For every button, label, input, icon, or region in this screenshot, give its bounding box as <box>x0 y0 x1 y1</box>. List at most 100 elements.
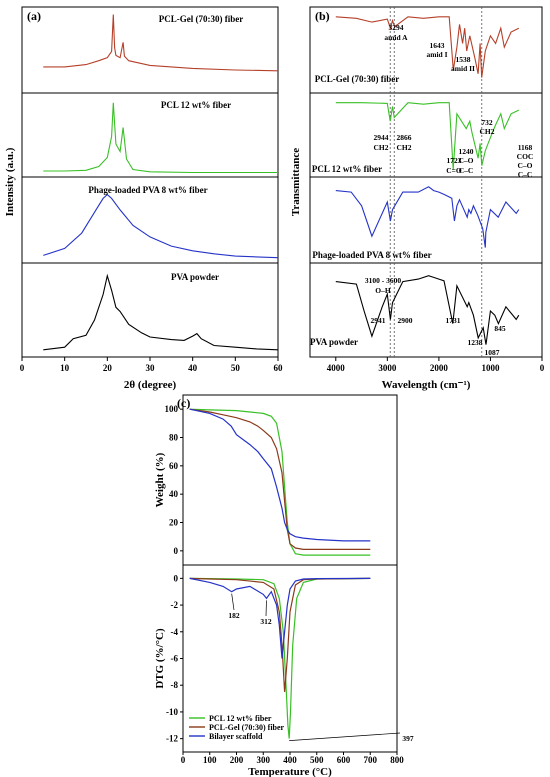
xrd-series-line <box>43 102 278 174</box>
xrd-series-line <box>43 273 279 351</box>
y-axis-title: DTG (%/°C) <box>154 628 166 689</box>
dtg-series-line <box>189 577 371 739</box>
ftir-annotation: COC <box>517 152 534 161</box>
x-tick-label: 500 <box>310 755 324 765</box>
ftir-annotation: 1087 <box>485 348 500 357</box>
ftir-series-line <box>335 275 520 345</box>
ftir-annotation: C–O <box>459 156 474 165</box>
x-axis-title: Temperature (°C) <box>248 766 332 777</box>
x-tick-label: 600 <box>337 755 351 765</box>
x-tick-label: 800 <box>390 755 404 765</box>
weight-series-line <box>189 408 371 556</box>
ftir-series-line <box>335 186 520 248</box>
panel-label: (b) <box>315 9 330 23</box>
x-tick-label: 1000 <box>481 363 500 373</box>
dtg-annotation: 397 <box>402 734 414 743</box>
ftir-annotation: 1238 <box>468 338 483 347</box>
x-tick-label: 30 <box>146 363 156 373</box>
dtg-series-line <box>189 577 371 659</box>
ftir-annotation: O–H <box>375 286 391 295</box>
ftir-series-label: PCL-Gel (70:30) fiber <box>315 74 399 84</box>
ftir-annotation: 3100 - 3600 <box>365 276 401 285</box>
ftir-annotation: 845 <box>494 324 506 333</box>
x-tick-label: 10 <box>60 363 70 373</box>
xrd-series-label: PVA powder <box>171 272 219 282</box>
x-tick-label: 700 <box>364 755 378 765</box>
x-tick-label: 50 <box>231 363 241 373</box>
x-tick-label: 40 <box>188 363 198 373</box>
ftir-annotation: 1731 <box>446 316 461 325</box>
panel-c-frame <box>182 394 398 753</box>
ftir-annotation: amid I <box>426 50 447 59</box>
ftir-annotation: 2944 <box>374 133 389 142</box>
ftir-annotation: 732 <box>481 118 493 127</box>
x-axis-title: Wavelength (cm⁻¹) <box>382 379 471 391</box>
ftir-series-label: PCL 12 wt% fiber <box>312 164 382 174</box>
ftir-series-label: PVA powder <box>310 337 358 347</box>
ftir-annotation: C–C <box>518 170 533 179</box>
legend-label: PCL-Gel (70:30) fiber <box>209 723 285 732</box>
y-axis-title: Intensity (a.u.) <box>4 147 16 216</box>
panel-c: 0 20 40 60 80 100 0 -2 -4 -6 -8 -10 -12 0 100 200 300 400… <box>154 394 414 777</box>
ftir-annotation: 2866 <box>397 133 412 142</box>
ftir-series-line <box>335 102 520 170</box>
xrd-series-line <box>43 14 279 72</box>
ftir-annotation: 1723 <box>447 156 462 165</box>
x-tick-label: 400 <box>283 755 297 765</box>
ftir-annotation: C=O <box>446 166 462 175</box>
panel-a: PCL-Gel (70:30) fiber PCL 12 wt% fiber Pha… <box>4 6 284 391</box>
ftir-annotation: 1538 <box>456 55 471 64</box>
y-tick-label: -4 <box>171 627 179 637</box>
xrd-series-label: Phage-loaded PVA 8 wt% fiber <box>88 185 207 195</box>
ftir-annotation: C–O <box>518 161 533 170</box>
panel-a-frame <box>21 6 279 358</box>
panel-label: (a) <box>27 9 41 23</box>
y-tick-label: 20 <box>169 518 179 528</box>
y-tick-label: 100 <box>165 404 179 414</box>
x-tick-label: 100 <box>203 755 217 765</box>
y-tick-label: -10 <box>166 707 178 717</box>
x-tick-label: 60 <box>274 363 284 373</box>
x-tick-label: 4000 <box>327 363 346 373</box>
y-tick-label: -6 <box>171 654 179 664</box>
panel-b: PCL-Gel (70:30) fiber PCL 12 wt% fiber Pha… <box>290 6 545 391</box>
ftir-annotation: amid II <box>451 64 475 73</box>
x-tick-label: 3000 <box>378 363 397 373</box>
y-tick-label: 80 <box>169 433 179 443</box>
ftir-annotation: CH2 <box>374 143 389 152</box>
x-tick-label: 2000 <box>430 363 449 373</box>
legend-label: Bilayer scaffold <box>209 732 263 741</box>
x-tick-label: 300 <box>257 755 271 765</box>
x-axis-title: 2θ (degree) <box>124 379 177 391</box>
ftir-series-label: Phage-loaded PVA 8 wt% fiber <box>312 250 431 260</box>
y-tick-label: -12 <box>166 734 178 744</box>
ftir-series-line <box>335 16 520 78</box>
ftir-annotation: 2941 <box>371 316 386 325</box>
ftir-annotation: 2900 <box>398 316 413 325</box>
ftir-annotation: C–C <box>459 166 474 175</box>
xrd-series-label: PCL 12 wt% fiber <box>161 100 231 110</box>
panel-b-frame <box>309 6 543 358</box>
y-tick-label: 40 <box>169 489 179 499</box>
y-tick-label: -8 <box>171 680 179 690</box>
y-tick-label: 0 <box>174 573 179 583</box>
ftir-annotation: CH2 <box>397 143 412 152</box>
x-tick-label: 0 <box>20 363 25 373</box>
legend-label: PCL 12 wt% fiber <box>209 714 272 723</box>
y-axis-title: Transmittance <box>290 148 302 216</box>
y-tick-label: 60 <box>169 461 179 471</box>
x-tick-label: 0 <box>540 363 545 373</box>
x-tick-label: 0 <box>181 755 186 765</box>
annotation-arrow <box>231 593 235 611</box>
annotation-arrow <box>289 732 401 741</box>
dtg-annotation: 312 <box>260 617 272 626</box>
ftir-annotation: 1643 <box>430 41 445 50</box>
ftir-annotation: 1240 <box>459 147 474 156</box>
weight-series-line <box>189 408 371 542</box>
ftir-annotation: 3294 <box>389 23 404 32</box>
x-tick-label: 20 <box>103 363 113 373</box>
ftir-annotation: amid A <box>384 33 408 42</box>
ftir-annotation: CH2 <box>480 127 495 136</box>
dtg-series-line <box>189 577 371 692</box>
